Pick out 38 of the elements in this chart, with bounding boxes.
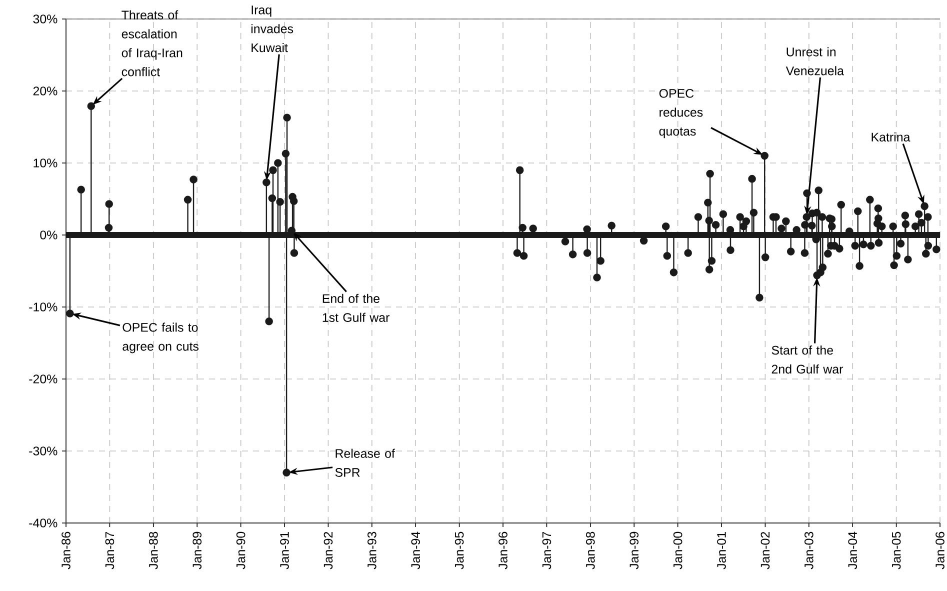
y-tick-label: 30% <box>33 14 58 24</box>
annotation: Threats of escalation of Iraq-Iran conflict <box>122 10 182 76</box>
x-tick-label: Jan-95 <box>454 532 464 570</box>
x-tick-label: Jan-92 <box>324 532 333 570</box>
annotation: Start of the 2nd Gulf war <box>772 345 843 374</box>
annotation: Release of SPR <box>335 448 395 477</box>
annotation: End of the 1st Gulf war <box>322 294 390 322</box>
y-tick-label: -20% <box>29 374 58 384</box>
x-tick-label: Jan-05 <box>892 532 901 570</box>
x-tick-label: Jan-01 <box>717 532 726 570</box>
y-tick-label: 0% <box>40 230 58 240</box>
x-tick-label: Jan-89 <box>192 532 202 570</box>
annotation: OPEC reduces quotas <box>659 88 703 138</box>
annotation: Iraq invades Kuwait <box>251 6 294 52</box>
x-tick-label: Jan-93 <box>368 532 376 570</box>
x-tick-label: Jan-86 <box>62 532 70 570</box>
x-tick-label: Jan-98 <box>586 532 595 570</box>
y-tick-label: -30% <box>29 446 58 456</box>
x-tick-label: Jan-97 <box>542 532 552 570</box>
annotation: Unrest in Venezuela <box>786 47 844 76</box>
y-tick-label: 10% <box>34 158 58 168</box>
x-tick-label: Jan-91 <box>280 532 289 570</box>
y-tick-label: -10% <box>29 302 58 312</box>
x-tick-label: Jan-02 <box>760 532 770 570</box>
x-tick-label: Jan-06 <box>936 532 944 570</box>
x-tick-label: Jan-00 <box>673 532 682 570</box>
x-tick-label: Jan-87 <box>105 532 114 570</box>
x-tick-label: Jan-03 <box>804 532 814 570</box>
x-tick-label: Jan-88 <box>149 532 158 570</box>
x-tick-label: Jan-90 <box>236 532 246 570</box>
y-tick-label: -40% <box>29 518 58 528</box>
annotation: Katrina <box>872 132 910 142</box>
x-tick-label: Jan-94 <box>411 532 420 570</box>
annotation: OPEC fails to agree on cuts <box>122 322 199 354</box>
x-tick-label: Jan-04 <box>848 532 858 570</box>
y-tick-label: 20% <box>33 86 58 96</box>
x-tick-label: Jan-96 <box>498 532 508 570</box>
x-tick-label: Jan-99 <box>630 532 639 570</box>
